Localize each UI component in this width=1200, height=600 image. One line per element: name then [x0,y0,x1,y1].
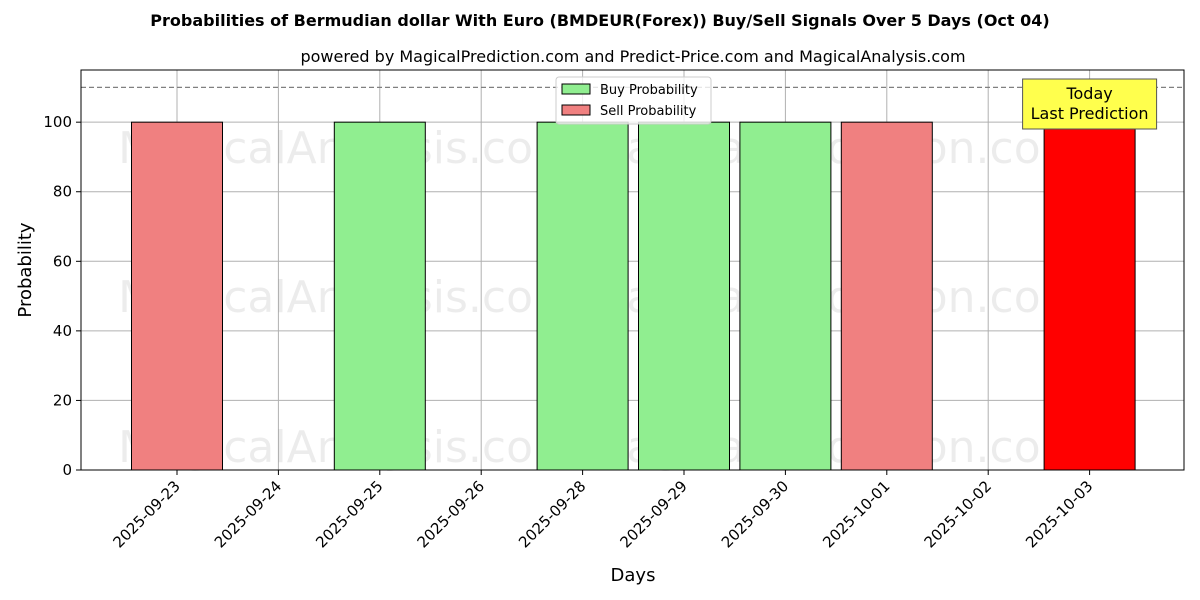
y-tick-label: 20 [53,391,72,409]
bar-buy-probability [739,121,832,471]
legend-swatch [561,83,591,95]
chart-subtitle: powered by MagicalPrediction.com and Pre… [300,47,965,66]
bar-buy-probability [536,121,629,471]
y-tick-label: 60 [53,252,72,270]
bar-buy-probability [638,121,730,471]
annotation-text: Last Prediction [1031,104,1149,123]
bar-sell-probability [1043,121,1136,471]
chart-title: Probabilities of Bermudian dollar With E… [150,11,1049,30]
legend-label: Sell Probability [600,104,697,119]
y-tick-label: 100 [43,113,72,131]
y-axis-label: Probability [15,222,36,317]
y-tick-label: 0 [62,461,72,479]
y-tick-label: 80 [53,183,72,201]
y-tick-label: 40 [53,322,72,340]
bar-sell-probability [840,121,933,471]
x-axis-label: Days [611,565,656,586]
bar-sell-probability [131,121,223,471]
legend-box [555,76,712,125]
plot-frame [80,69,1185,471]
annotation-box [1022,78,1158,130]
annotation-text: Today [1065,84,1112,103]
bars [131,121,1136,471]
y-axis-ticks: 0 20 40 60 80 100 [43,113,81,479]
legend: Buy Probability Sell Probability [555,76,712,125]
legend-swatch [561,104,591,116]
legend-label: Buy Probability [600,83,698,98]
bar-buy-probability [333,121,426,471]
